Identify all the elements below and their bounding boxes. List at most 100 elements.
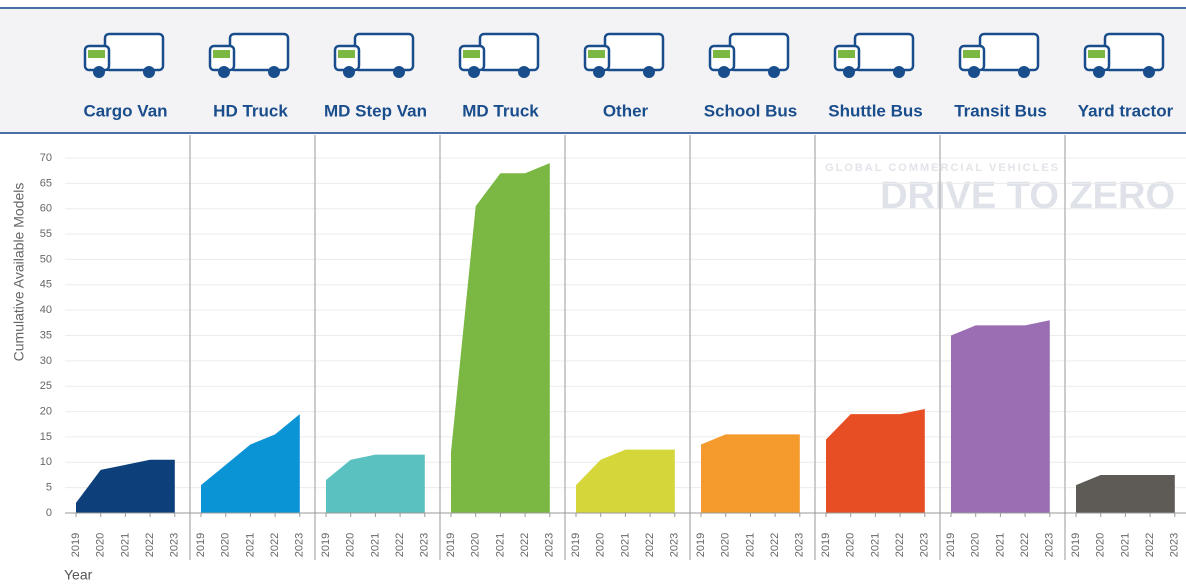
icon-window [213, 50, 230, 58]
area [576, 449, 675, 513]
x-tick-label: 2021 [494, 533, 506, 557]
area [701, 434, 800, 513]
y-tick-label: 60 [40, 203, 52, 215]
watermark: DRIVE TO ZERO [880, 175, 1175, 217]
x-tick-label: 2019 [570, 533, 582, 557]
x-tick-label: 2021 [1119, 533, 1131, 557]
y-tick-label: 70 [40, 152, 52, 164]
x-tick-label: 2019 [695, 533, 707, 557]
icon-body [603, 32, 665, 72]
icon-wheel [343, 66, 355, 78]
icon-wheel [843, 66, 855, 78]
x-tick-label: 2022 [894, 533, 906, 557]
x-tick-label: 2019 [945, 533, 957, 557]
x-tick-label: 2022 [1019, 533, 1031, 557]
x-tick-label: 2021 [869, 533, 881, 557]
icon-body [978, 32, 1040, 72]
area [201, 414, 300, 513]
icon-body [853, 32, 915, 72]
icon-wheel [468, 66, 480, 78]
vehicle-icon [458, 32, 540, 78]
watermark-sub: GLOBAL COMMERCIAL VEHICLES [825, 162, 1060, 174]
x-tick-label: 2021 [244, 533, 256, 557]
y-tick-label: 45 [40, 279, 52, 291]
x-tick-label: 2020 [1095, 533, 1107, 557]
icon-wheel [968, 66, 980, 78]
icon-window [963, 50, 980, 58]
icon-body [1103, 32, 1165, 72]
x-tick-label: 2022 [394, 533, 406, 557]
x-tick-label: 2019 [820, 533, 832, 557]
y-tick-label: 0 [46, 507, 52, 519]
vehicle-icon [958, 32, 1040, 78]
category-label: School Bus [704, 101, 798, 120]
y-tick-label: 50 [40, 253, 52, 265]
icon-wheel [143, 66, 155, 78]
icon-wheel [218, 66, 230, 78]
y-tick-label: 40 [40, 304, 52, 316]
area [76, 459, 175, 513]
icon-wheel [93, 66, 105, 78]
icon-body [728, 32, 790, 72]
x-tick-label: 2019 [445, 533, 457, 557]
y-tick-label: 5 [46, 482, 52, 494]
x-tick-label: 2020 [845, 533, 857, 557]
x-tick-label: 2022 [269, 533, 281, 557]
x-tick-label: 2023 [794, 533, 806, 557]
icon-wheel [718, 66, 730, 78]
category-label: HD Truck [213, 101, 288, 120]
icon-body [353, 32, 415, 72]
x-tick-label: 2023 [419, 533, 431, 557]
icon-window [588, 50, 605, 58]
category-label: Other [603, 101, 649, 120]
x-tick-label: 2023 [919, 533, 931, 557]
icon-wheel [268, 66, 280, 78]
icon-wheel [1093, 66, 1105, 78]
y-tick-label: 20 [40, 405, 52, 417]
y-tick-label: 15 [40, 431, 52, 443]
icon-wheel [518, 66, 530, 78]
x-tick-label: 2020 [220, 533, 232, 557]
x-tick-label: 2023 [544, 533, 556, 557]
x-tick-label: 2020 [345, 533, 357, 557]
x-tick-label: 2020 [470, 533, 482, 557]
x-tick-label: 2022 [1144, 533, 1156, 557]
icon-window [713, 50, 730, 58]
icon-window [463, 50, 480, 58]
y-tick-label: 65 [40, 177, 52, 189]
category-label: Yard tractor [1078, 101, 1174, 120]
icon-wheel [393, 66, 405, 78]
y-tick-label: 25 [40, 380, 52, 392]
vehicle-icon [83, 32, 165, 78]
icon-window [1088, 50, 1105, 58]
category-label: Cargo Van [83, 101, 167, 120]
x-tick-label: 2019 [320, 533, 332, 557]
x-tick-label: 2020 [95, 533, 107, 557]
icon-wheel [893, 66, 905, 78]
x-tick-label: 2020 [970, 533, 982, 557]
vehicle-icon [583, 32, 665, 78]
x-tick-label: 2023 [669, 533, 681, 557]
x-tick-label: 2021 [369, 533, 381, 557]
y-tick-label: 30 [40, 355, 52, 367]
icon-body [478, 32, 540, 72]
y-axis-label: Cumulative Available Models [11, 183, 27, 362]
icon-wheel [768, 66, 780, 78]
icon-wheel [593, 66, 605, 78]
x-tick-label: 2022 [144, 533, 156, 557]
x-tick-label: 2021 [619, 533, 631, 557]
x-tick-label: 2023 [1044, 533, 1056, 557]
y-tick-label: 55 [40, 228, 52, 240]
icon-wheel [1143, 66, 1155, 78]
x-tick-label: 2021 [119, 533, 131, 557]
y-tick-label: 10 [40, 456, 52, 468]
vehicle-icon [833, 32, 915, 78]
x-tick-label: 2019 [195, 533, 207, 557]
area [951, 320, 1050, 513]
x-tick-label: 2022 [644, 533, 656, 557]
x-tick-label: 2021 [994, 533, 1006, 557]
x-tick-label: 2020 [720, 533, 732, 557]
icon-wheel [1018, 66, 1030, 78]
area [326, 454, 425, 513]
